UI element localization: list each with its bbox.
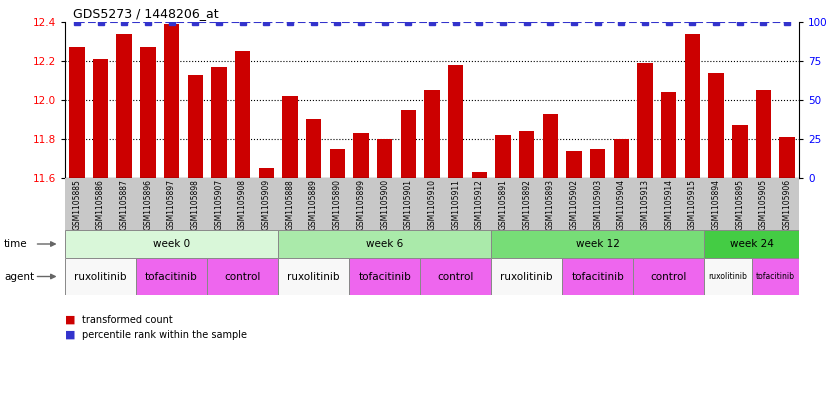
Bar	[353, 133, 369, 178]
Bar	[278, 230, 491, 258]
Text: ruxolitinib: ruxolitinib	[74, 272, 127, 281]
Text: ■: ■	[65, 315, 76, 325]
Text: GSM1105899: GSM1105899	[356, 179, 366, 230]
Bar	[235, 51, 250, 178]
Text: GSM1105910: GSM1105910	[427, 179, 436, 230]
Text: tofacitinib: tofacitinib	[756, 272, 794, 281]
Bar	[211, 67, 227, 178]
Text: control: control	[224, 272, 261, 281]
Text: GSM1105915: GSM1105915	[688, 179, 697, 230]
Text: control: control	[651, 272, 687, 281]
Bar	[495, 135, 511, 178]
Text: GSM1105898: GSM1105898	[191, 179, 199, 230]
Bar	[543, 114, 558, 178]
Text: GSM1105903: GSM1105903	[593, 179, 602, 230]
Bar	[278, 258, 349, 295]
Bar	[93, 59, 108, 178]
Text: GSM1105886: GSM1105886	[96, 179, 105, 230]
Bar	[637, 63, 653, 178]
Bar	[563, 258, 633, 295]
Text: GSM1105901: GSM1105901	[404, 179, 413, 230]
Bar	[685, 34, 701, 178]
Bar	[705, 258, 752, 295]
Bar	[491, 258, 563, 295]
Text: GSM1105905: GSM1105905	[759, 179, 768, 230]
Bar	[65, 258, 136, 295]
Bar	[136, 258, 207, 295]
Bar	[752, 258, 799, 295]
Text: tofacitinib: tofacitinib	[572, 272, 624, 281]
Text: week 24: week 24	[730, 239, 774, 249]
Bar	[590, 149, 606, 178]
Text: week 12: week 12	[576, 239, 620, 249]
Text: GSM1105900: GSM1105900	[380, 179, 389, 230]
Text: percentile rank within the sample: percentile rank within the sample	[81, 330, 247, 340]
Text: ruxolitinib: ruxolitinib	[500, 272, 553, 281]
Text: tofacitinib: tofacitinib	[145, 272, 198, 281]
Text: GSM1105892: GSM1105892	[522, 179, 531, 230]
Text: week 0: week 0	[153, 239, 190, 249]
Text: ■: ■	[65, 330, 76, 340]
Bar	[661, 92, 676, 178]
Text: GSM1105889: GSM1105889	[309, 179, 318, 230]
Bar	[65, 230, 278, 258]
Bar	[377, 139, 392, 178]
Text: time: time	[4, 239, 27, 249]
Bar	[116, 34, 132, 178]
Bar	[709, 73, 724, 178]
Bar	[448, 65, 464, 178]
Bar	[401, 110, 416, 178]
Text: transformed count: transformed count	[81, 315, 172, 325]
Bar	[472, 172, 487, 178]
Text: GSM1105896: GSM1105896	[144, 179, 152, 230]
Text: GSM1105887: GSM1105887	[120, 179, 129, 230]
Text: GSM1105914: GSM1105914	[664, 179, 673, 230]
Text: GSM1105911: GSM1105911	[451, 179, 460, 230]
Text: GSM1105893: GSM1105893	[546, 179, 555, 230]
Bar	[140, 47, 155, 178]
Text: control: control	[437, 272, 474, 281]
Bar	[732, 125, 748, 178]
Text: GSM1105906: GSM1105906	[783, 179, 792, 230]
Bar	[258, 168, 274, 178]
Text: GSM1105904: GSM1105904	[617, 179, 626, 230]
Bar	[519, 131, 534, 178]
Bar	[705, 230, 799, 258]
Text: GSM1105894: GSM1105894	[711, 179, 720, 230]
Text: tofacitinib: tofacitinib	[358, 272, 411, 281]
Text: GDS5273 / 1448206_at: GDS5273 / 1448206_at	[73, 7, 219, 20]
Text: ruxolitinib: ruxolitinib	[709, 272, 747, 281]
Bar	[633, 258, 705, 295]
Text: ruxolitinib: ruxolitinib	[288, 272, 340, 281]
Text: GSM1105897: GSM1105897	[167, 179, 176, 230]
Text: GSM1105909: GSM1105909	[262, 179, 271, 230]
Bar	[755, 90, 771, 178]
Text: GSM1105913: GSM1105913	[641, 179, 650, 230]
Bar	[283, 96, 297, 178]
Bar	[164, 24, 179, 178]
Bar	[207, 258, 278, 295]
Bar	[425, 90, 440, 178]
Bar	[330, 149, 345, 178]
Text: GSM1105895: GSM1105895	[735, 179, 745, 230]
Bar	[614, 139, 629, 178]
Text: week 6: week 6	[366, 239, 403, 249]
Text: agent: agent	[4, 272, 34, 281]
Bar	[779, 137, 795, 178]
Text: GSM1105907: GSM1105907	[214, 179, 224, 230]
Text: GSM1105888: GSM1105888	[285, 179, 294, 230]
Bar	[349, 258, 420, 295]
Text: GSM1105908: GSM1105908	[238, 179, 247, 230]
Bar	[420, 258, 491, 295]
Text: GSM1105890: GSM1105890	[332, 179, 342, 230]
Bar	[69, 47, 85, 178]
Bar	[188, 75, 203, 178]
Text: GSM1105885: GSM1105885	[72, 179, 81, 230]
Text: GSM1105912: GSM1105912	[475, 179, 484, 230]
Text: GSM1105891: GSM1105891	[499, 179, 508, 230]
Text: GSM1105902: GSM1105902	[569, 179, 578, 230]
Bar	[567, 151, 582, 178]
Bar	[306, 119, 322, 178]
Bar	[491, 230, 705, 258]
